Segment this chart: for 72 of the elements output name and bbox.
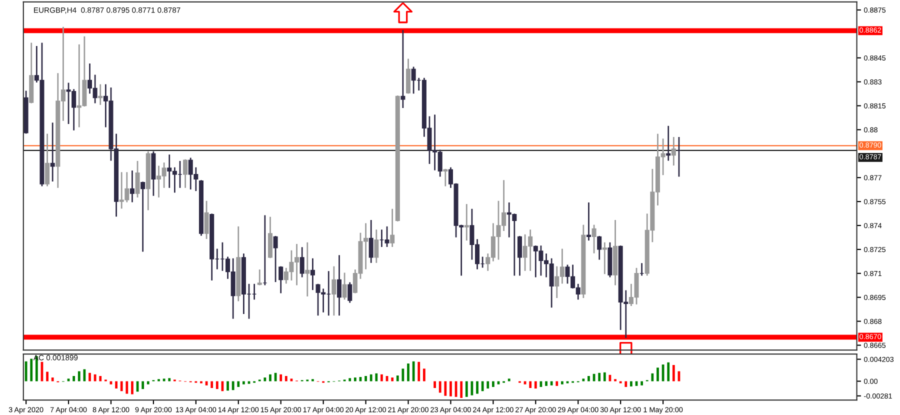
bar [72,376,76,382]
bar [232,381,234,390]
bar [672,365,675,382]
bar [524,381,526,384]
bar [88,372,91,382]
bar [460,381,463,398]
bar [354,378,356,382]
bar [226,381,229,391]
bar [534,381,537,389]
bar [131,381,134,394]
bar [667,362,670,382]
bar [651,373,654,382]
bar [248,381,250,384]
bar [94,374,96,382]
bar [640,381,644,386]
bar [391,378,394,382]
bar [210,381,214,388]
bar [242,381,245,384]
bar [630,381,632,386]
bar [450,381,452,396]
bar [110,381,112,384]
bar [99,376,102,382]
bar [168,378,171,382]
bar [380,374,383,382]
bar [115,381,118,389]
bar [481,381,484,392]
bar [264,378,266,382]
bar [78,371,80,382]
bar [269,374,272,382]
bar [284,376,288,382]
bar [497,381,500,384]
bar [30,358,33,382]
bar [396,375,399,382]
bar [280,374,282,382]
bar [205,381,208,386]
bar [486,381,490,389]
bar [146,381,150,384]
bar [598,372,601,382]
bar [412,361,415,382]
bar [402,368,404,382]
bar [216,381,218,390]
bar [556,381,558,386]
bar [422,368,426,382]
bar [237,381,240,387]
bar [407,363,410,382]
bar [492,381,494,387]
bar [51,378,54,382]
bar [588,376,590,382]
bar [434,381,436,388]
bar [624,381,628,387]
bar [126,381,128,394]
bar [364,376,367,382]
bar [476,381,478,394]
bar [370,374,372,382]
bar [560,381,564,384]
bar [550,381,553,386]
bar [375,373,378,382]
bar [603,372,606,382]
bar [545,381,548,386]
bar [656,368,659,382]
bar [142,381,144,390]
bar [46,372,48,382]
bar [508,378,510,382]
bar [444,381,447,396]
bar [465,381,468,397]
bar [529,381,532,388]
bar [120,381,123,392]
bar [348,378,352,382]
bar [162,378,166,382]
bar [418,362,420,382]
bar [438,381,442,393]
bar [582,378,585,382]
